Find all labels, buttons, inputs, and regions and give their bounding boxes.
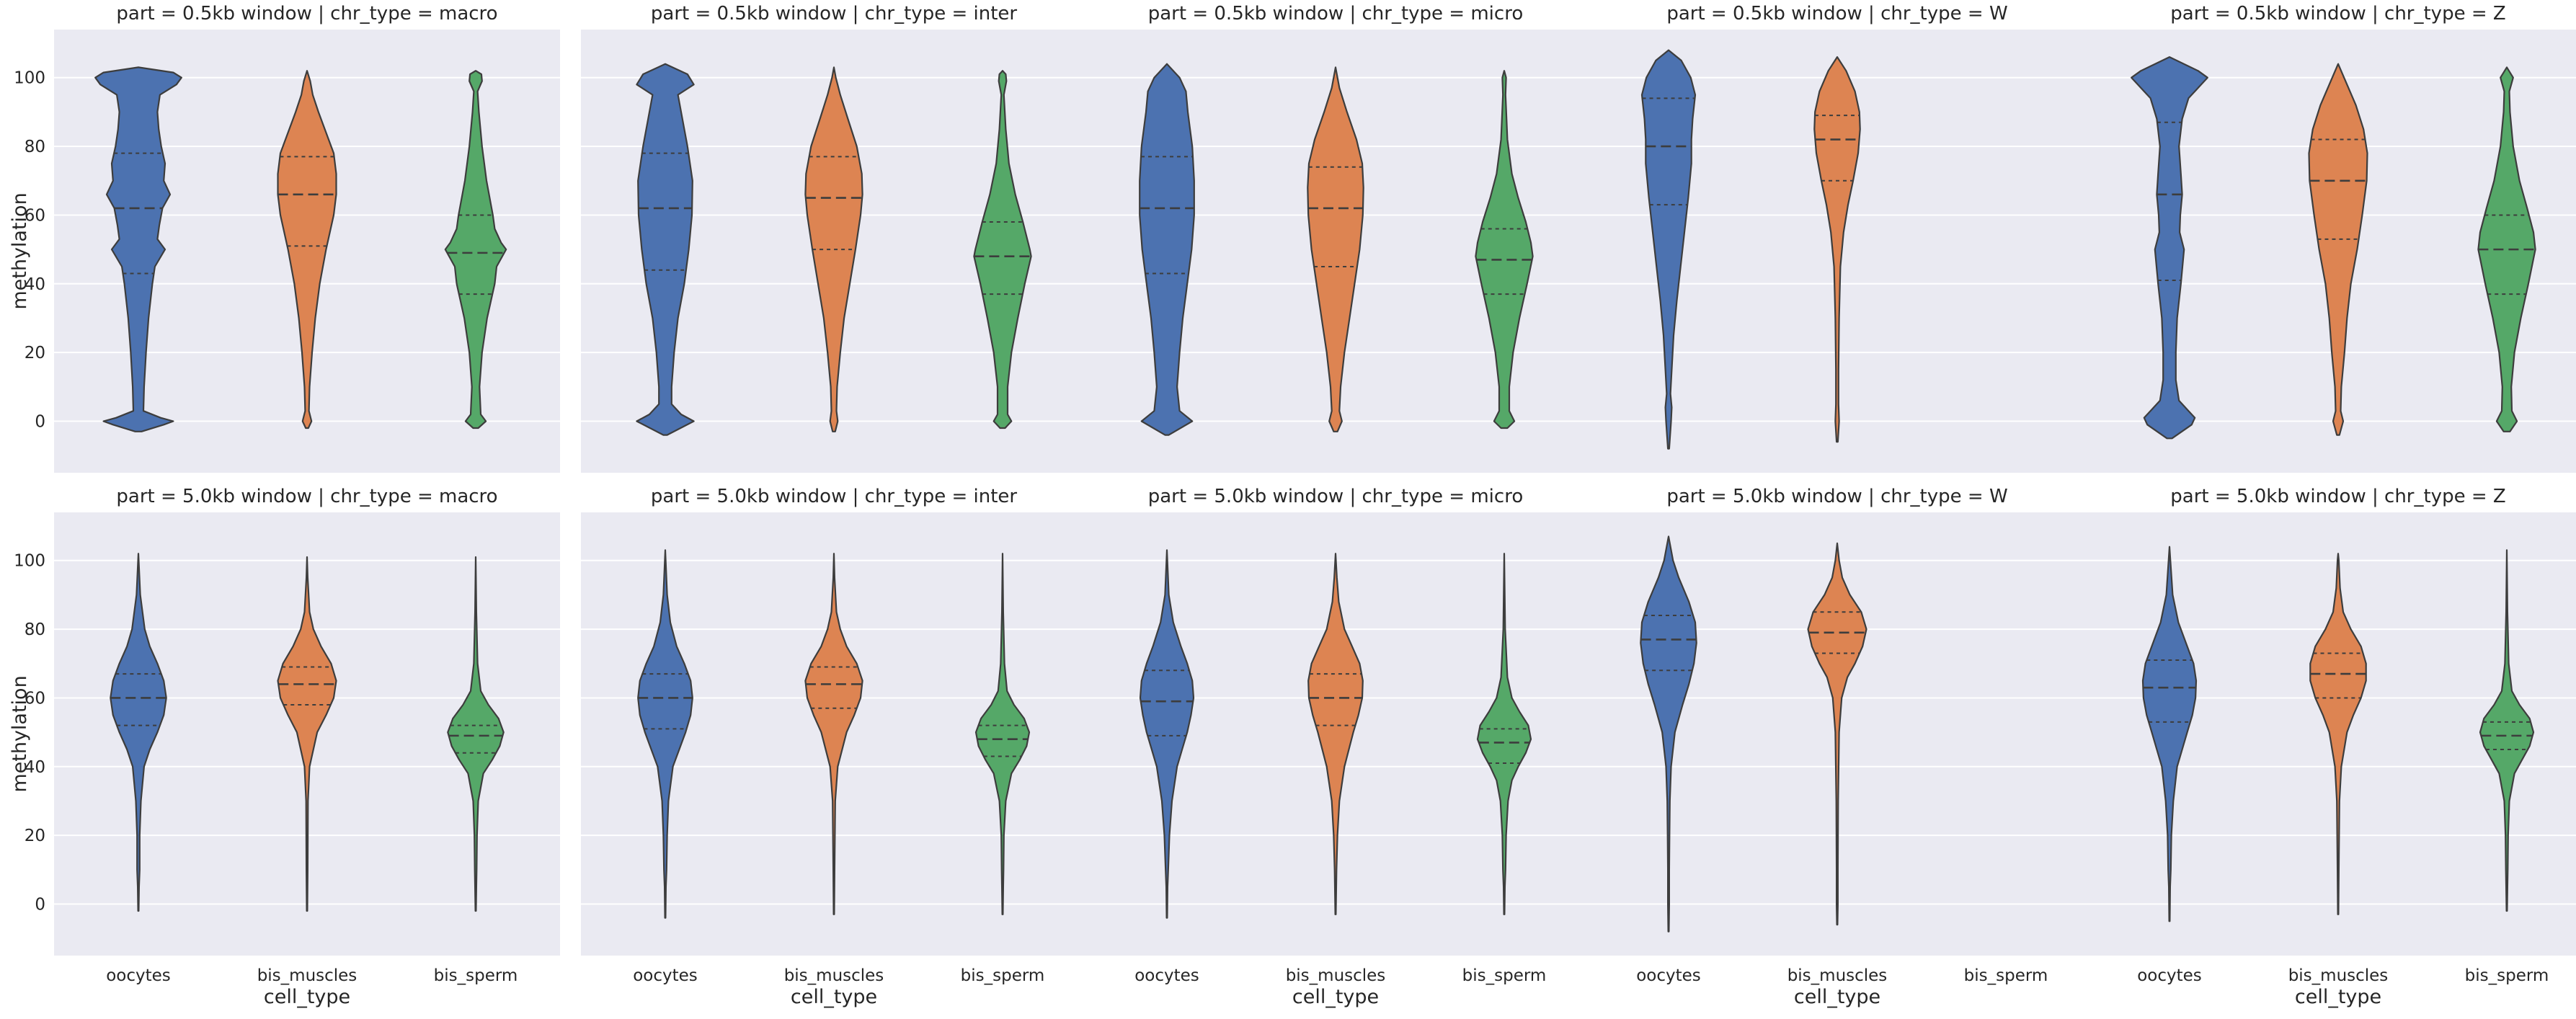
x-axis-label: cell_type [1292,986,1379,1008]
violin-oocytes [2131,56,2208,440]
panel: part = 5.0kb window | chr_type = W oocyte… [1584,486,2090,1008]
violin-bis_muscles [804,66,863,432]
violin-oocytes [110,553,167,912]
x-tick-label: bis_sperm [961,966,1045,985]
x-tick-label: bis_muscles [1286,966,1386,985]
facet-panels: part = 0.5kb window | chr_type = macro 0 2… [9,3,2576,1008]
x-tick-label: bis_sperm [2465,966,2549,985]
violin-bis_muscles [1813,56,1861,443]
violin-bis_sperm [1476,553,1532,915]
panel-title: part = 0.5kb window | chr_type = inter [651,3,1017,25]
x-tick-label: oocytes [1636,966,1701,985]
y-tick-label: 0 [35,412,45,431]
y-tick-label: 0 [35,895,45,914]
violin-oocytes [1640,535,1697,933]
violin-bis_muscles [804,553,863,915]
panel: part = 0.5kb window | chr_type = Z [2085,3,2576,473]
violin-oocytes [1139,549,1195,919]
violin-bis_sperm [974,553,1031,915]
panel-title: part = 5.0kb window | chr_type = inter [651,486,1017,507]
x-tick-label: bis_muscles [257,966,357,985]
panel-title: part = 5.0kb window | chr_type = macro [116,486,497,507]
x-tick-label: bis_muscles [1787,966,1888,985]
panel-title: part = 0.5kb window | chr_type = macro [116,3,497,25]
violin-bis_sperm [2479,549,2535,912]
violin-bis_muscles [2308,63,2368,436]
panel-title: part = 5.0kb window | chr_type = micro [1148,486,1523,507]
violin-bis_sperm [2477,66,2536,432]
violin-bis_muscles [1307,66,1364,432]
x-axis-label: cell_type [791,986,877,1008]
panel: part = 5.0kb window | chr_type = micro oo… [1083,486,1589,1008]
violin-bis_sperm [444,70,507,430]
x-tick-label: bis_sperm [1462,966,1547,985]
y-tick-label: 60 [25,206,45,225]
x-tick-label: oocytes [2137,966,2202,985]
x-tick-label: bis_muscles [784,966,884,985]
y-tick-label: 100 [14,69,45,88]
panel-title: part = 5.0kb window | chr_type = Z [2170,486,2505,507]
y-tick-label: 20 [25,344,45,362]
y-tick-label: 60 [25,689,45,708]
panel: part = 0.5kb window | chr_type = inter [581,3,1087,473]
y-tick-label: 100 [14,552,45,571]
panel-title: part = 0.5kb window | chr_type = micro [1148,3,1523,25]
y-axis-label: methylation [9,675,31,792]
x-tick-label: bis_sperm [434,966,518,985]
violin-bis_muscles [1307,553,1364,915]
panel: part = 5.0kb window | chr_type = macro 0 2… [9,486,560,1008]
panel: part = 5.0kb window | chr_type = inter oo… [581,486,1087,1008]
violin-bis_sperm [1475,70,1534,430]
x-axis-label: cell_type [2295,986,2381,1008]
panel: part = 0.5kb window | chr_type = macro 0 2… [9,3,560,473]
y-tick-label: 40 [25,275,45,294]
panel: part = 0.5kb window | chr_type = W [1584,3,2090,473]
violin-bis_muscles [277,556,337,912]
y-tick-label: 80 [25,138,45,156]
violin-oocytes [2141,546,2198,922]
panel-title: part = 0.5kb window | chr_type = Z [2170,3,2505,25]
x-axis-label: cell_type [264,986,350,1008]
y-tick-label: 40 [25,758,45,777]
x-axis-label: cell_type [1794,986,1880,1008]
violin-bis_sperm [447,556,505,912]
violin-oocytes [1640,49,1697,450]
x-tick-label: oocytes [1134,966,1199,985]
panel-title: part = 5.0kb window | chr_type = W [1666,486,2007,507]
violin-bis_sperm [973,70,1032,430]
panel: part = 5.0kb window | chr_type = Z oocyte… [2085,486,2576,1008]
x-tick-label: bis_sperm [1964,966,2048,985]
violin-bis_muscles [2309,553,2367,915]
panel-title: part = 0.5kb window | chr_type = W [1666,3,2007,25]
violin-bis_muscles [1807,542,1867,926]
x-tick-label: oocytes [633,966,698,985]
y-tick-label: 80 [25,620,45,639]
y-tick-label: 20 [25,827,45,845]
violin-oocytes [94,66,182,432]
x-tick-label: oocytes [106,966,171,985]
violin-oocytes [637,549,693,919]
x-tick-label: bis_muscles [2288,966,2389,985]
violin-bis_muscles [277,70,337,430]
violin-oocytes [636,63,695,436]
panel: part = 0.5kb window | chr_type = micro [1083,3,1589,473]
y-axis-label: methylation [9,192,31,309]
